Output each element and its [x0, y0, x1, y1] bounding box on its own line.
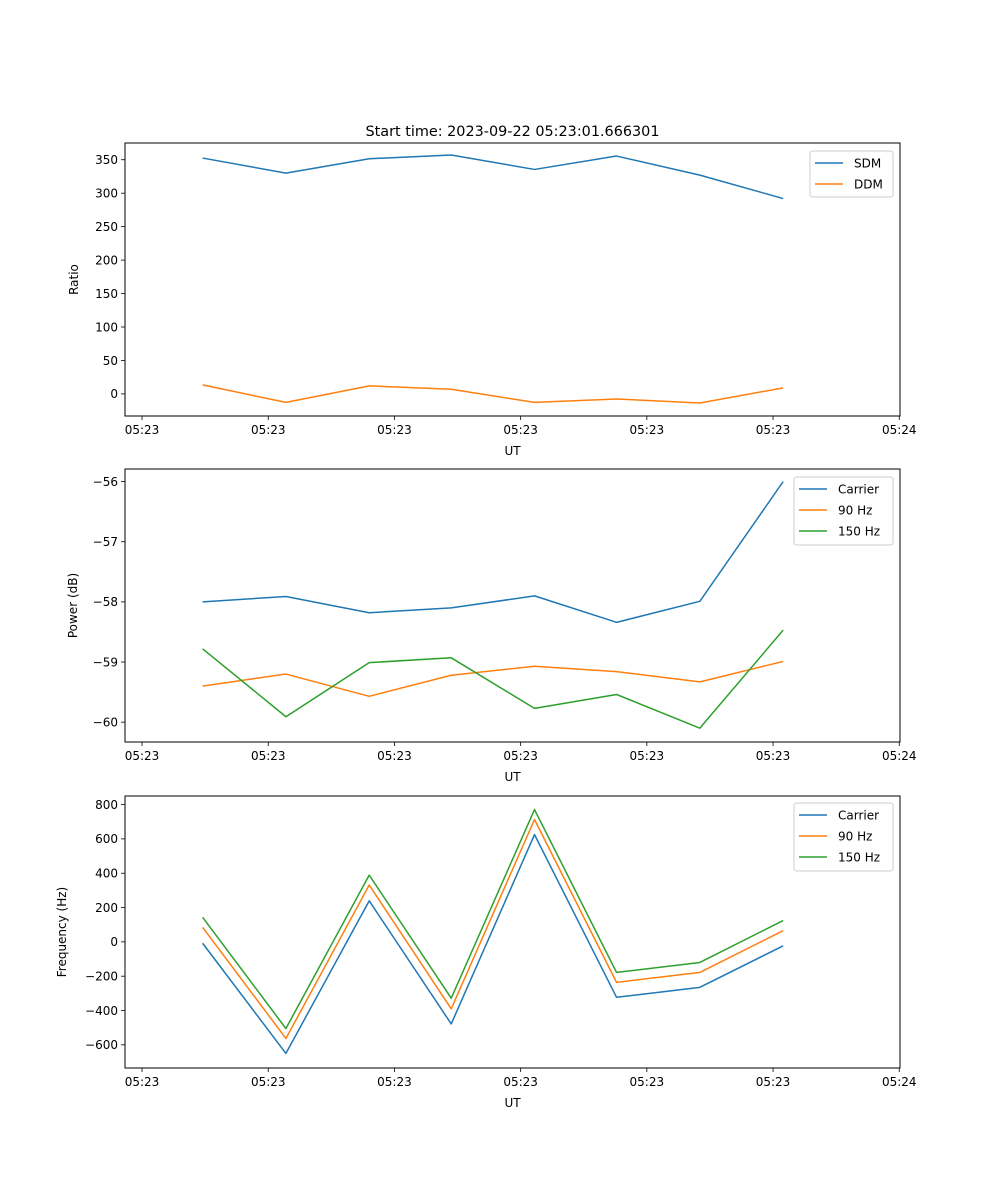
- y-tick-label: 250: [95, 220, 118, 234]
- series-line-sdm: [202, 154, 784, 200]
- legend: SDM DDM: [809, 150, 894, 198]
- x-tick-label: 05:23: [630, 749, 665, 763]
- legend: Carrier 90 Hz 150 Hz: [793, 802, 894, 872]
- x-axis-label: UT: [504, 770, 521, 784]
- axes-frame: [124, 468, 901, 743]
- y-tick-label: −58: [93, 595, 118, 609]
- y-tick-label: 800: [95, 798, 118, 812]
- legend: Carrier 90 Hz 150 Hz: [793, 476, 894, 546]
- legend-label: 150 Hz: [838, 850, 880, 864]
- axes-frame: [124, 795, 901, 1069]
- legend-label: Carrier: [838, 482, 879, 496]
- x-tick-label: 05:23: [630, 423, 665, 437]
- series-line-150-hz: [202, 808, 784, 1030]
- x-tick-label: 05:24: [882, 423, 917, 437]
- panel-3: 05:23 05:23 05:23 05:23 05:23 05:23 05:24 −600 −…: [55, 795, 917, 1110]
- y-tick-label: −57: [93, 535, 118, 549]
- panel-2: 05:23 05:23 05:23 05:23 05:23 05:23 05:24 −60 −5…: [66, 468, 917, 784]
- y-tick-label: 50: [103, 354, 118, 368]
- x-tick-label: 05:23: [377, 423, 412, 437]
- legend-label: SDM: [854, 156, 881, 170]
- y-tick-label: −59: [93, 655, 118, 669]
- x-tick-label: 05:23: [251, 1075, 286, 1089]
- y-tick-label: 200: [95, 253, 118, 267]
- x-tick-label: 05:23: [503, 1075, 538, 1089]
- x-axis-label: UT: [504, 1096, 521, 1110]
- x-axis-label: UT: [504, 444, 521, 458]
- y-tick-label: 100: [95, 320, 118, 334]
- x-tick-label: 05:23: [503, 749, 538, 763]
- series-line-90-hz: [202, 660, 784, 698]
- x-tick-label: 05:23: [251, 423, 286, 437]
- y-tick-label: 400: [95, 867, 118, 881]
- x-tick-label: 05:23: [756, 749, 791, 763]
- x-tick-label: 05:23: [377, 749, 412, 763]
- x-tick-label: 05:23: [377, 1075, 412, 1089]
- x-tick-label: 05:23: [125, 423, 160, 437]
- legend-box: [793, 476, 894, 546]
- legend-label: Carrier: [838, 808, 879, 822]
- series-line-carrier: [202, 481, 784, 624]
- y-tick-label: −600: [85, 1038, 118, 1052]
- series-line-ddm: [202, 384, 784, 404]
- y-tick-label: 0: [110, 387, 118, 401]
- y-tick-label: 300: [95, 186, 118, 200]
- legend-label: 90 Hz: [838, 503, 872, 517]
- series-line-90-hz: [202, 818, 784, 1040]
- x-tick-label: 05:23: [756, 423, 791, 437]
- y-tick-label: −200: [85, 969, 118, 983]
- series-line-carrier: [202, 833, 784, 1055]
- panel-1: 05:23 05:23 05:23 05:23 05:23 05:23 05:24 0 50 10…: [67, 142, 917, 458]
- y-tick-label: −400: [85, 1004, 118, 1018]
- y-axis-label: Power (dB): [66, 573, 80, 638]
- y-tick-label: 200: [95, 901, 118, 915]
- y-axis-label: Ratio: [67, 264, 81, 295]
- y-tick-label: −60: [93, 715, 118, 729]
- y-tick-label: 350: [95, 153, 118, 167]
- y-tick-label: 0: [110, 935, 118, 949]
- axes-frame: [124, 142, 901, 417]
- x-tick-label: 05:23: [125, 1075, 160, 1089]
- figure-title: Start time: 2023-09-22 05:23:01.666301: [365, 124, 659, 140]
- legend-box: [793, 802, 894, 872]
- x-tick-label: 05:23: [756, 1075, 791, 1089]
- x-tick-label: 05:23: [251, 749, 286, 763]
- y-tick-label: −56: [93, 475, 118, 489]
- x-tick-label: 05:23: [630, 1075, 665, 1089]
- series-line-150-hz: [202, 629, 784, 729]
- y-tick-label: 150: [95, 287, 118, 301]
- x-tick-label: 05:23: [125, 749, 160, 763]
- x-tick-label: 05:24: [882, 749, 917, 763]
- legend-label: 150 Hz: [838, 524, 880, 538]
- y-axis-label: Frequency (Hz): [55, 887, 69, 978]
- legend-label: 90 Hz: [838, 829, 872, 843]
- y-tick-label: 600: [95, 832, 118, 846]
- x-tick-label: 05:23: [503, 423, 538, 437]
- legend-label: DDM: [854, 177, 883, 191]
- x-tick-label: 05:24: [882, 1075, 917, 1089]
